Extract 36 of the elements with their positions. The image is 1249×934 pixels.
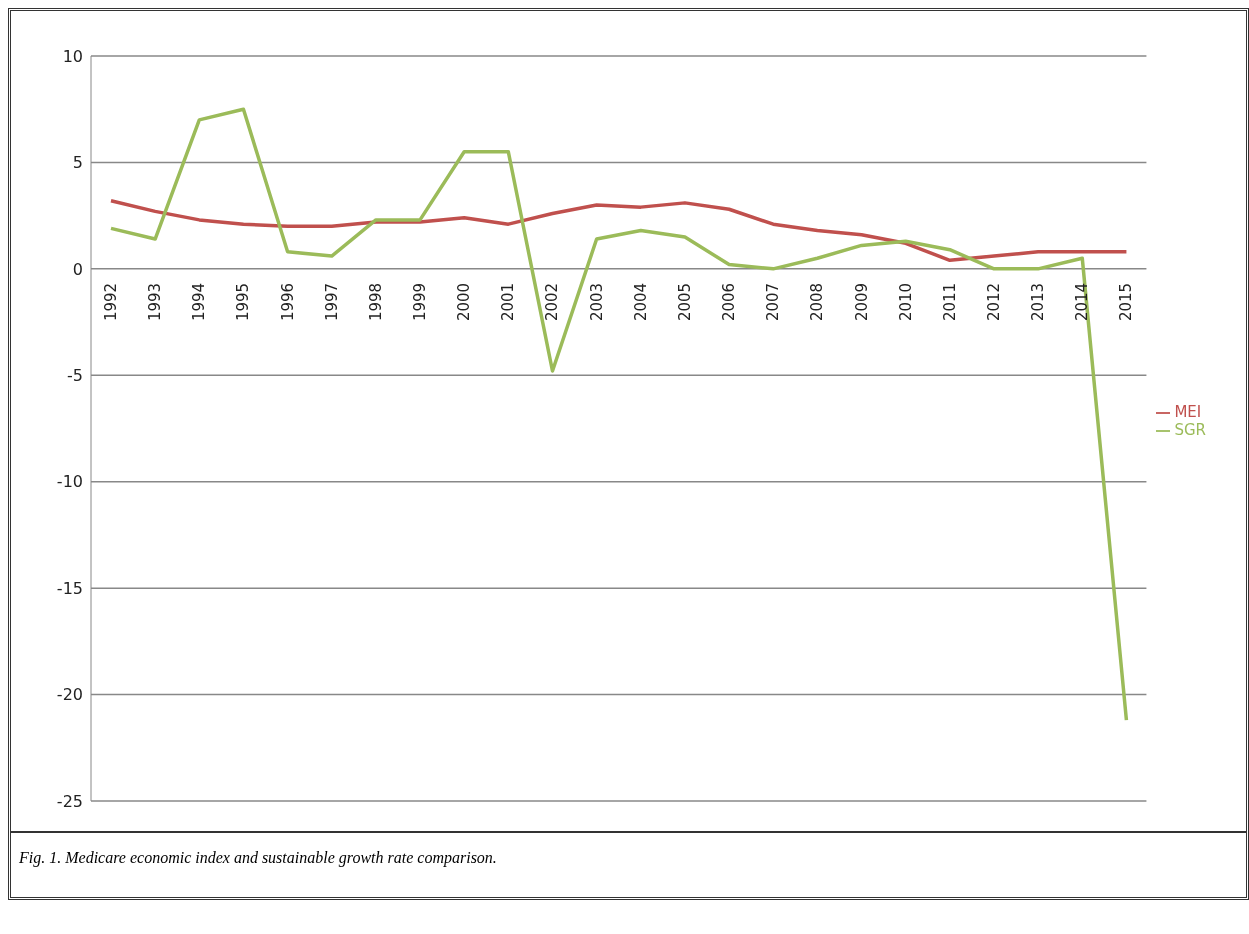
x-tick-label: 1999 <box>411 282 430 322</box>
x-tick-label: 1998 <box>366 282 385 322</box>
caption: Fig. 1. Medicare economic index and sustainable growth rate comparison. <box>19 849 498 867</box>
x-tick-label: 2004 <box>631 282 650 322</box>
y-tick-label: 0 <box>72 259 83 279</box>
x-tick-label: 2008 <box>808 282 827 322</box>
x-tick-label: 1996 <box>278 282 297 322</box>
x-tick-label: 2005 <box>675 282 694 322</box>
y-tick-label: -10 <box>56 472 83 492</box>
x-tick-label: 1997 <box>322 282 341 322</box>
x-tick-label: 2001 <box>499 282 518 322</box>
x-tick-label: 2009 <box>852 282 871 322</box>
y-tick-label: -15 <box>56 578 83 598</box>
x-tick-label: 1994 <box>190 282 209 322</box>
x-tick-label: 1992 <box>102 282 120 322</box>
x-tick-label: 1995 <box>234 282 253 322</box>
x-tick-label: 2014 <box>1073 282 1092 322</box>
x-tick-label: 2002 <box>543 282 562 322</box>
y-tick-label: -5 <box>67 365 83 385</box>
x-tick-label: 2015 <box>1117 282 1136 322</box>
x-tick-label: 2011 <box>940 282 959 322</box>
x-tick-label: 2012 <box>984 282 1003 322</box>
x-tick-label: 2013 <box>1029 282 1048 322</box>
x-tick-label: 2000 <box>455 282 474 322</box>
y-tick-label: -25 <box>56 791 83 811</box>
y-tick-label: 10 <box>62 46 83 66</box>
x-tick-label: 2003 <box>587 282 606 322</box>
y-tick-label: 5 <box>72 153 83 173</box>
x-tick-label: 2007 <box>764 282 783 322</box>
line-series <box>109 198 1129 263</box>
x-tick-label: 2010 <box>896 282 915 322</box>
x-tick-label: 1993 <box>146 282 165 322</box>
x-tick-label: 2006 <box>720 282 739 322</box>
legend-label: MEI <box>1174 403 1202 421</box>
y-tick-label: -20 <box>56 685 83 705</box>
legend-label: SGR <box>1174 421 1206 439</box>
